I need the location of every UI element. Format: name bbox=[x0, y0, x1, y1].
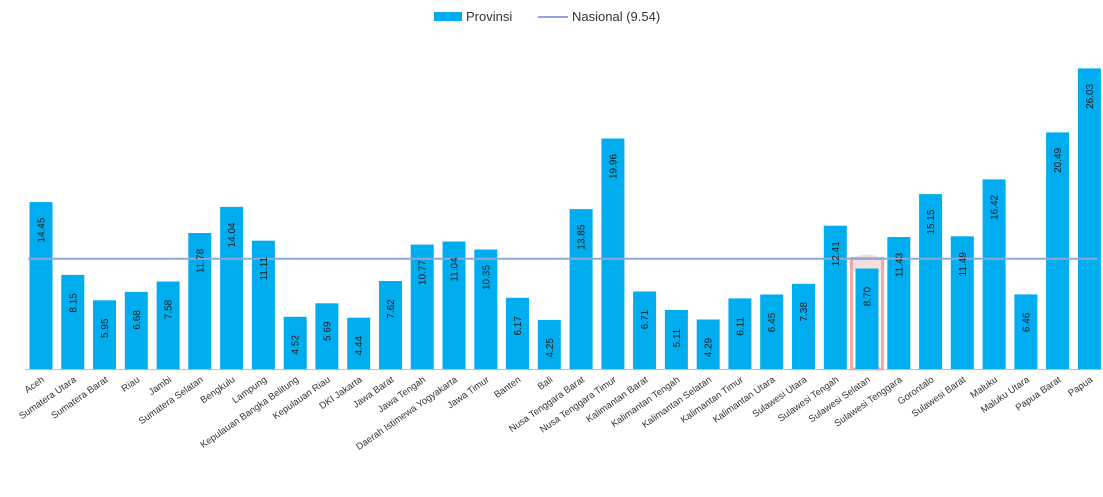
bar-value-label: 5.11 bbox=[672, 328, 683, 347]
bar bbox=[696, 319, 720, 369]
bar bbox=[569, 209, 593, 369]
bar-value-label: 8.15 bbox=[68, 293, 79, 313]
bar bbox=[792, 283, 815, 369]
bar-value-label: 19.96 bbox=[608, 154, 619, 179]
bar-value-label: 12.41 bbox=[831, 241, 842, 266]
bar-value-label: 11.49 bbox=[958, 252, 969, 277]
legend: Provinsi Nasional (9.54) bbox=[434, 9, 660, 24]
bar bbox=[188, 233, 212, 369]
bar-value-label: 4.25 bbox=[545, 338, 556, 358]
bar-value-label: 8.70 bbox=[863, 286, 874, 306]
bar bbox=[251, 240, 275, 369]
bar bbox=[982, 179, 1006, 369]
bar-value-label: 6.46 bbox=[1021, 312, 1032, 332]
bar-value-label: 26.03 bbox=[1085, 83, 1096, 108]
x-tick-label: Sumatera Barat bbox=[49, 374, 110, 421]
legend-label-provinsi: Provinsi bbox=[466, 9, 512, 24]
bar-value-label: 4.44 bbox=[354, 336, 365, 356]
bar bbox=[379, 281, 402, 369]
bar-value-label: 11.78 bbox=[195, 248, 206, 273]
bar bbox=[156, 281, 180, 369]
bar bbox=[1014, 294, 1038, 369]
bar bbox=[950, 236, 974, 369]
bar-value-label: 5.95 bbox=[100, 318, 111, 338]
bar bbox=[93, 300, 116, 369]
bar-value-label: 6.68 bbox=[132, 310, 143, 330]
bar bbox=[442, 241, 466, 369]
x-tick-label: Riau bbox=[120, 374, 142, 394]
bar-value-label: 6.17 bbox=[513, 316, 524, 336]
bar bbox=[61, 274, 85, 369]
bar bbox=[506, 297, 529, 369]
x-tick-label: Banten bbox=[492, 374, 523, 400]
bar-value-label: 7.62 bbox=[386, 299, 397, 319]
bar bbox=[760, 294, 784, 369]
x-tick-label: Bali bbox=[536, 374, 555, 392]
bar-value-label: 6.71 bbox=[640, 309, 651, 329]
bar-value-label: 11.43 bbox=[894, 252, 905, 277]
bar bbox=[315, 303, 339, 369]
bar-value-label: 13.85 bbox=[577, 224, 588, 249]
bar bbox=[537, 319, 561, 369]
x-tick-label: Sulawesi Barat bbox=[910, 374, 969, 420]
bar-value-label: 10.35 bbox=[481, 265, 492, 290]
bars-layer bbox=[29, 68, 1101, 370]
x-tick-label: Papua bbox=[1066, 374, 1095, 399]
bar-value-label: 15.15 bbox=[926, 209, 937, 234]
bar-value-label: 10.77 bbox=[418, 260, 429, 285]
legend-swatch-provinsi bbox=[434, 12, 462, 21]
bar bbox=[124, 291, 148, 369]
bar bbox=[1046, 132, 1070, 369]
bar-value-label: 5.69 bbox=[322, 321, 333, 341]
bar bbox=[664, 310, 688, 369]
bar bbox=[919, 194, 943, 369]
bar-value-label: 4.52 bbox=[291, 335, 302, 355]
bar-value-label: 6.11 bbox=[735, 317, 746, 336]
bar bbox=[601, 138, 625, 369]
bar bbox=[633, 291, 657, 369]
bar-value-label: 6.45 bbox=[767, 312, 778, 332]
x-tick-label: Bengkulu bbox=[199, 374, 238, 406]
x-tick-label: Aceh bbox=[23, 374, 47, 395]
bar bbox=[823, 225, 847, 369]
bar bbox=[220, 206, 244, 369]
bar-value-label: 11.11 bbox=[259, 256, 270, 280]
bar-value-label: 14.04 bbox=[227, 222, 238, 247]
bar bbox=[29, 202, 53, 369]
value-labels-layer: 14.45 8.15 5.95 6.68 7.58 11.78 14.04 11.11 4.52… bbox=[37, 83, 1096, 357]
bar-value-label: 11.04 bbox=[450, 257, 461, 282]
bar-value-label: 4.29 bbox=[704, 337, 715, 357]
bar-value-label: 20.49 bbox=[1053, 147, 1064, 172]
bar bbox=[283, 316, 307, 369]
bar bbox=[1077, 68, 1101, 370]
bar bbox=[887, 237, 911, 369]
legend-label-nasional: Nasional (9.54) bbox=[572, 9, 660, 24]
bar-value-label: 7.58 bbox=[164, 299, 175, 319]
bar-value-label: 14.45 bbox=[37, 217, 48, 242]
bar-value-label: 16.42 bbox=[990, 194, 1001, 219]
bar bbox=[855, 268, 879, 369]
bar bbox=[410, 244, 434, 369]
bar-value-label: 7.38 bbox=[799, 302, 810, 322]
bar bbox=[728, 298, 752, 369]
bar bbox=[347, 317, 371, 369]
bar bbox=[474, 249, 498, 369]
